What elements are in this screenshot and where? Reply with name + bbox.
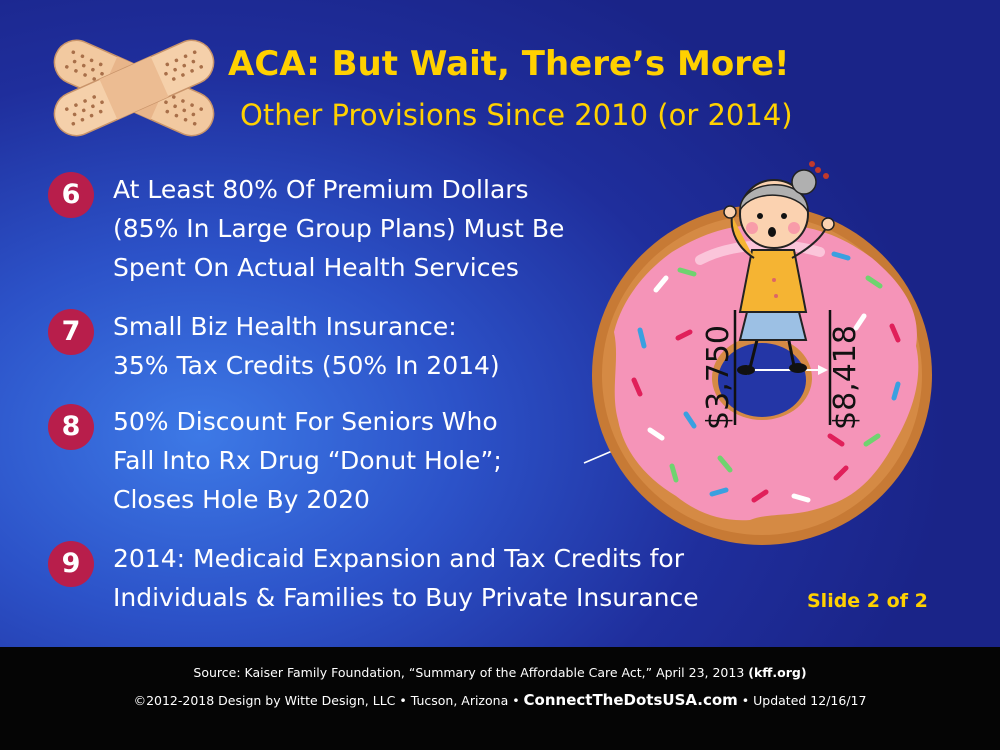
footer: Source: Kaiser Family Foundation, “Summa… bbox=[0, 647, 1000, 750]
provision-line: (85% In Large Group Plans) Must Be bbox=[113, 214, 565, 243]
number-badge: 6 bbox=[48, 172, 94, 218]
provision-text: At Least 80% Of Premium Dollars (85% In … bbox=[113, 170, 564, 287]
provision-line: Spent On Actual Health Services bbox=[113, 253, 519, 282]
sprinkles bbox=[631, 251, 901, 503]
number-badge: 8 bbox=[48, 404, 94, 450]
donut-hole bbox=[718, 343, 806, 417]
footer-source-link[interactable]: (kff.org) bbox=[748, 665, 807, 680]
provision-line: 50% Discount For Seniors Who bbox=[113, 407, 498, 436]
footer-website-link[interactable]: ConnectTheDotsUSA.com bbox=[523, 691, 738, 709]
page-title: ACA: But Wait, There’s More! bbox=[228, 44, 790, 84]
provision-line: Individuals & Families to Buy Private In… bbox=[113, 583, 699, 612]
footer-credit: ©2012-2018 Design by Witte Design, LLC •… bbox=[0, 691, 1000, 709]
number-badge: 9 bbox=[48, 541, 94, 587]
provision-line: At Least 80% Of Premium Dollars bbox=[113, 175, 529, 204]
slide: ACA: But Wait, There’s More! Other Provi… bbox=[48, 39, 932, 617]
provision-line: 2014: Medicaid Expansion and Tax Credits… bbox=[113, 544, 684, 573]
provision-line: Closes Hole By 2020 bbox=[113, 485, 370, 514]
footer-credit-text: ©2012-2018 Design by Witte Design, LLC •… bbox=[133, 693, 524, 708]
number-badge: 7 bbox=[48, 309, 94, 355]
bandage-icon bbox=[53, 39, 215, 137]
provision-line: Fall Into Rx Drug “Donut Hole”; bbox=[113, 446, 502, 475]
provision-line: Small Biz Health Insurance: bbox=[113, 312, 457, 341]
footer-source-text: Source: Kaiser Family Foundation, “Summa… bbox=[193, 665, 749, 680]
donut-hole-start-label: $3,750 bbox=[701, 325, 736, 430]
donut-hole-illustration: $3,750 $8,418 bbox=[592, 161, 932, 545]
provision-line: 35% Tax Credits (50% In 2014) bbox=[113, 351, 500, 380]
slide-number: Slide 2 of 2 bbox=[807, 590, 928, 612]
provision-text: 2014: Medicaid Expansion and Tax Credits… bbox=[113, 539, 699, 617]
provision-text: 50% Discount For Seniors Who Fall Into R… bbox=[113, 402, 502, 519]
footer-source: Source: Kaiser Family Foundation, “Summa… bbox=[0, 665, 1000, 680]
provision-text: Small Biz Health Insurance: 35% Tax Cred… bbox=[113, 307, 500, 385]
grandma-illustration bbox=[723, 161, 835, 375]
footer-updated: • Updated 12/16/17 bbox=[737, 693, 867, 708]
page-subtitle: Other Provisions Since 2010 (or 2014) bbox=[240, 98, 793, 132]
donut-hole-end-label: $8,418 bbox=[828, 325, 863, 430]
